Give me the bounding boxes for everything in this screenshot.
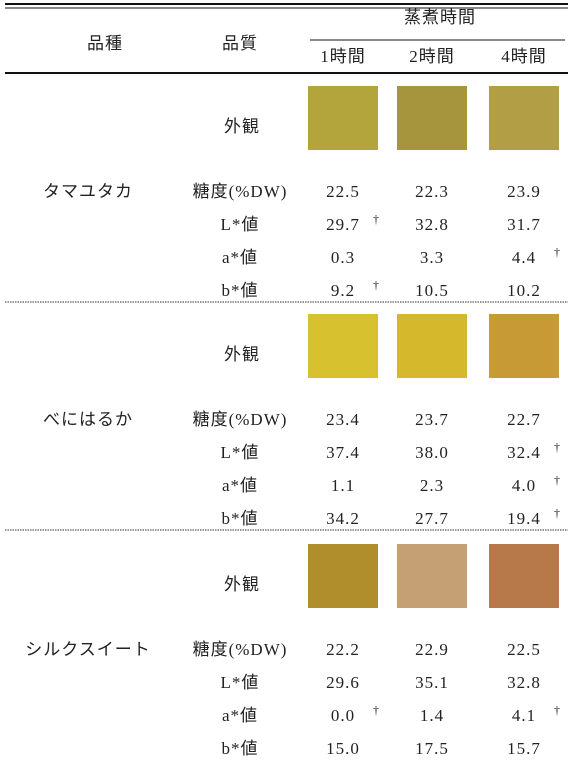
quality-label: a*値 bbox=[222, 476, 258, 495]
cell-value: 3.3 bbox=[420, 248, 444, 267]
quality-label: L*値 bbox=[221, 673, 260, 692]
quality-label: L*値 bbox=[221, 443, 260, 462]
quality-label: b*値 bbox=[222, 281, 259, 300]
cell-value: 32.4 bbox=[507, 443, 541, 462]
appearance-photo bbox=[489, 86, 559, 150]
cell-value: 22.7 bbox=[507, 410, 541, 429]
time-header: 蒸煮時間 bbox=[404, 8, 476, 27]
cell-value: 4.1 bbox=[512, 706, 536, 725]
appearance-photo bbox=[489, 314, 559, 378]
appearance-label: 外観 bbox=[224, 117, 260, 136]
cell-value: 32.8 bbox=[507, 673, 541, 692]
cell-value: 10.2 bbox=[507, 281, 541, 300]
quality-label: a*値 bbox=[222, 706, 258, 725]
appearance-photo bbox=[489, 544, 559, 608]
quality-label: 糖度(%DW) bbox=[193, 182, 288, 201]
cell-value: 17.5 bbox=[415, 739, 449, 758]
appearance-photo bbox=[308, 544, 378, 608]
quality-label: a*値 bbox=[222, 248, 258, 267]
cell-value: 38.0 bbox=[415, 443, 449, 462]
cell-value: 19.4 bbox=[507, 509, 541, 528]
variety-name: べにはるか bbox=[43, 410, 133, 429]
cell-value: 23.4 bbox=[326, 410, 360, 429]
quality-label: 糖度(%DW) bbox=[193, 640, 288, 659]
significance-mark: † bbox=[554, 703, 561, 717]
cell-value: 22.3 bbox=[415, 182, 449, 201]
cell-value: 22.9 bbox=[415, 640, 449, 659]
appearance-photo bbox=[308, 86, 378, 150]
cell-value: 23.7 bbox=[415, 410, 449, 429]
appearance-label: 外観 bbox=[224, 575, 260, 594]
time-header: 2時間 bbox=[409, 47, 455, 66]
cell-value: 22.2 bbox=[326, 640, 360, 659]
quality-label: b*値 bbox=[222, 739, 259, 758]
quality-header: 品質 bbox=[222, 34, 258, 53]
significance-mark: † bbox=[373, 212, 380, 226]
cell-value: 27.7 bbox=[415, 509, 449, 528]
cell-value: 29.7 bbox=[326, 215, 360, 234]
time-header: 4時間 bbox=[501, 47, 547, 66]
cell-value: 10.5 bbox=[415, 281, 449, 300]
cell-value: 2.3 bbox=[420, 476, 444, 495]
quality-label: 糖度(%DW) bbox=[193, 410, 288, 429]
significance-mark: † bbox=[373, 278, 380, 292]
variety-header: 品種 bbox=[87, 34, 123, 53]
quality-label: L*値 bbox=[221, 215, 260, 234]
cell-value: 37.4 bbox=[326, 443, 360, 462]
cell-value: 32.8 bbox=[415, 215, 449, 234]
cell-value: 31.7 bbox=[507, 215, 541, 234]
appearance-photo bbox=[397, 314, 467, 378]
appearance-photo bbox=[397, 86, 467, 150]
cell-value: 15.0 bbox=[326, 739, 360, 758]
appearance-label: 外観 bbox=[224, 345, 260, 364]
cell-value: 23.9 bbox=[507, 182, 541, 201]
significance-mark: † bbox=[554, 245, 561, 259]
significance-mark: † bbox=[554, 440, 561, 454]
variety-name: タマユタカ bbox=[43, 182, 133, 201]
cell-value: 0.3 bbox=[331, 248, 355, 267]
cell-value: 22.5 bbox=[326, 182, 360, 201]
cell-value: 34.2 bbox=[326, 509, 360, 528]
appearance-photo bbox=[308, 314, 378, 378]
cell-value: 22.5 bbox=[507, 640, 541, 659]
cell-value: 1.4 bbox=[420, 706, 444, 725]
cell-value: 9.2 bbox=[331, 281, 355, 300]
significance-mark: † bbox=[373, 703, 380, 717]
appearance-photo bbox=[397, 544, 467, 608]
quality-label: b*値 bbox=[222, 509, 259, 528]
cell-value: 4.0 bbox=[512, 476, 536, 495]
cell-value: 15.7 bbox=[507, 739, 541, 758]
cell-value: 35.1 bbox=[415, 673, 449, 692]
significance-mark: † bbox=[554, 473, 561, 487]
time-header: 1時間 bbox=[320, 47, 366, 66]
cell-value: 1.1 bbox=[331, 476, 355, 495]
cell-value: 0.0 bbox=[331, 706, 355, 725]
cell-value: 29.6 bbox=[326, 673, 360, 692]
variety-name: シルクスイート bbox=[25, 640, 151, 659]
significance-mark: † bbox=[554, 506, 561, 520]
cell-value: 4.4 bbox=[512, 248, 536, 267]
